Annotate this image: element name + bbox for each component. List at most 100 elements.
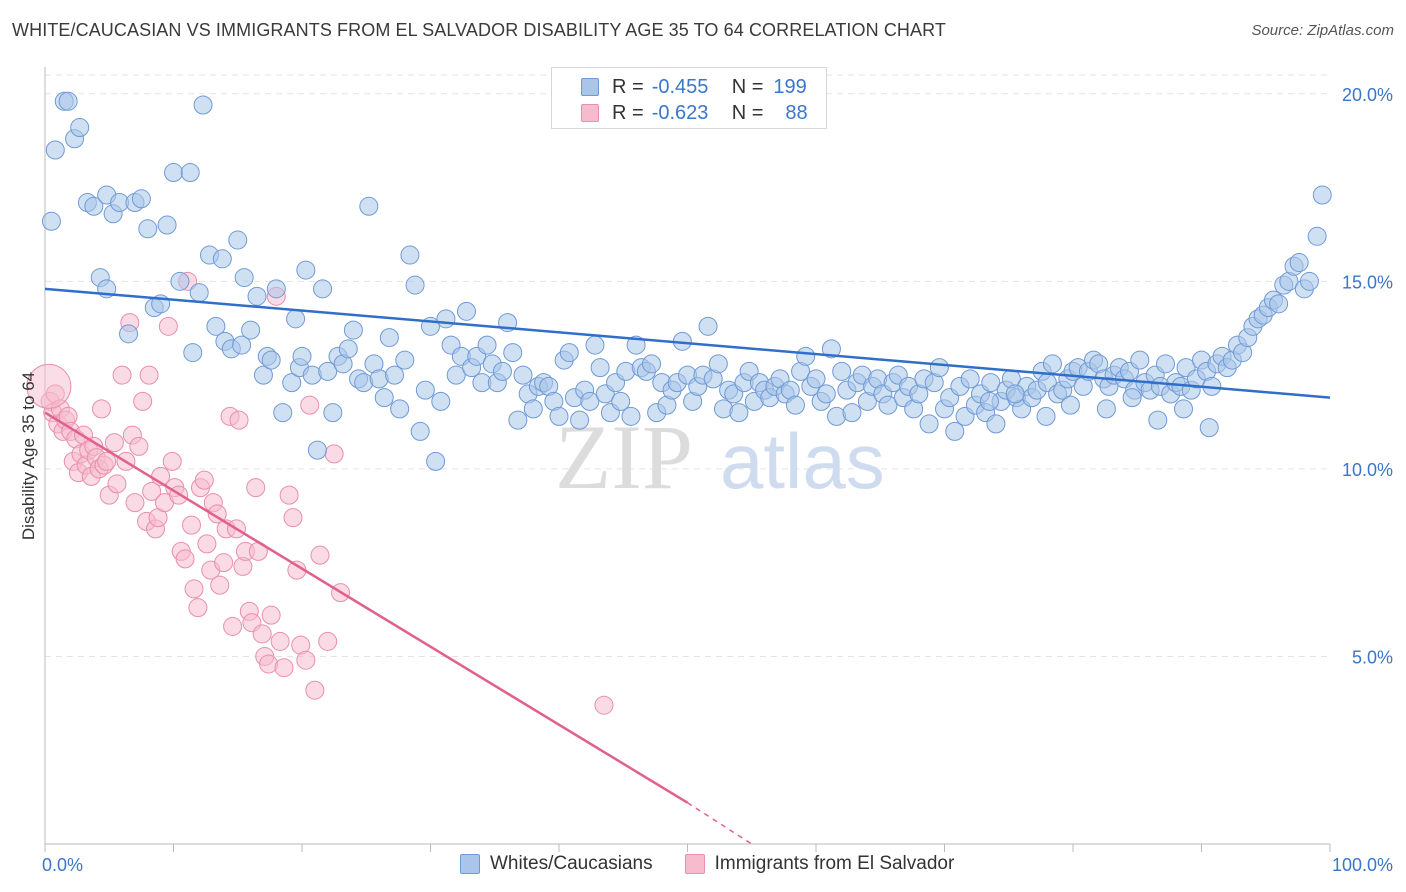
data-point-whites <box>228 230 248 250</box>
legend-swatch-pink <box>684 854 705 874</box>
data-point-el-salvador <box>194 470 214 490</box>
data-point-whites <box>456 301 476 321</box>
data-point-whites <box>286 309 306 329</box>
data-point-whites <box>234 268 254 288</box>
data-point-whites <box>590 358 610 378</box>
data-point-el-salvador <box>162 451 182 471</box>
data-point-el-salvador <box>318 631 338 651</box>
data-point-whites <box>313 279 333 299</box>
data-point-el-salvador <box>594 695 614 715</box>
data-point-whites <box>477 335 497 355</box>
data-point-whites <box>273 403 293 423</box>
data-point-whites <box>611 391 631 411</box>
y-axis-label: Disability Age 35 to 64 <box>19 372 38 540</box>
data-point-whites <box>1199 418 1219 438</box>
legend-label-whites: Whites/Caucasians <box>490 853 653 874</box>
data-point-whites <box>379 328 399 348</box>
data-point-whites <box>183 343 203 363</box>
y-tick-label: 15.0% <box>1342 272 1393 292</box>
data-point-whites <box>1096 399 1116 419</box>
data-point-whites <box>1042 354 1062 374</box>
data-point-whites <box>405 275 425 295</box>
data-point-whites <box>84 196 104 216</box>
x-tick-label: 100.0% <box>1332 855 1393 875</box>
data-point-el-salvador <box>125 493 145 513</box>
data-point-whites <box>415 380 435 400</box>
legend-r-value: -0.623 <box>651 101 709 124</box>
axes <box>44 67 1331 852</box>
data-point-whites <box>58 91 78 111</box>
data-point-el-salvador <box>274 658 294 678</box>
data-point-whites <box>1299 271 1319 291</box>
data-point-el-salvador <box>181 515 201 535</box>
data-point-el-salvador <box>261 605 281 625</box>
legend-swatch-blue <box>581 78 599 96</box>
trendline-el-salvador-extension <box>687 802 753 845</box>
data-point-whites <box>119 324 139 344</box>
legend-n-label: N = <box>731 75 764 98</box>
correlation-legend: R = -0.455 N = 199 R = -0.623 N = 88 <box>551 67 827 129</box>
data-point-el-salvador <box>139 365 159 385</box>
data-point-whites <box>708 354 728 374</box>
legend-n-value: 199 <box>773 75 807 98</box>
data-point-whites <box>374 388 394 408</box>
data-point-whites <box>261 350 281 370</box>
chart-title: WHITE/CAUCASIAN VS IMMIGRANTS FROM EL SA… <box>12 20 946 40</box>
legend-row-whites: R = -0.455 N = 199 <box>552 74 807 100</box>
data-point-whites <box>842 403 862 423</box>
data-point-el-salvador <box>296 650 316 670</box>
series-el-salvador-points <box>26 271 614 715</box>
legend-row-el-salvador: R = -0.623 N = 88 <box>552 100 808 126</box>
legend-swatch-blue <box>460 854 480 874</box>
data-point-el-salvador <box>246 478 266 498</box>
data-point-whites <box>981 373 1001 393</box>
trendline-el-salvador <box>44 411 689 804</box>
data-point-whites <box>436 309 456 329</box>
data-point-whites <box>45 140 65 160</box>
data-point-el-salvador <box>310 545 330 565</box>
data-point-el-salvador <box>92 399 112 419</box>
data-point-el-salvador <box>214 553 234 573</box>
data-point-whites <box>729 403 749 423</box>
data-point-el-salvador <box>26 363 72 409</box>
data-point-whites <box>1174 399 1194 419</box>
data-point-whites <box>189 283 209 303</box>
data-point-whites <box>821 339 841 359</box>
data-point-whites <box>241 320 261 340</box>
data-point-el-salvador <box>223 616 243 636</box>
legend-item-whites[interactable]: Whites/Caucasians <box>460 853 653 875</box>
data-point-whites <box>323 403 343 423</box>
legend-item-el-salvador[interactable]: Immigrants from El Salvador <box>684 853 954 875</box>
trendline-whites <box>44 287 1331 399</box>
data-point-whites <box>292 346 312 366</box>
data-point-whites <box>806 369 826 389</box>
data-point-el-salvador <box>283 508 303 528</box>
data-point-el-salvador <box>252 624 272 644</box>
data-point-el-salvador <box>97 451 117 471</box>
data-point-whites <box>816 384 836 404</box>
data-point-el-salvador <box>324 444 344 464</box>
data-point-whites <box>492 361 512 381</box>
data-point-whites <box>41 211 61 231</box>
data-point-whites <box>785 395 805 415</box>
data-point-whites <box>70 118 90 138</box>
data-point-el-salvador <box>142 481 162 501</box>
data-point-whites <box>170 271 190 291</box>
data-point-whites <box>193 95 213 115</box>
data-point-el-salvador <box>207 504 227 524</box>
data-point-el-salvador <box>184 579 204 599</box>
data-point-whites <box>508 410 528 430</box>
data-point-el-salvador <box>229 410 249 430</box>
data-point-whites <box>1269 294 1289 314</box>
data-point-el-salvador <box>188 598 208 618</box>
trend-lines <box>44 287 1331 845</box>
watermark-atlas: atlas <box>720 417 885 505</box>
legend-r-label: R = <box>612 101 644 124</box>
data-point-el-salvador <box>210 575 230 595</box>
data-point-whites <box>580 391 600 411</box>
data-point-whites <box>206 316 226 336</box>
data-point-whites <box>642 354 662 374</box>
data-point-whites <box>796 346 816 366</box>
tick-labels: 5.0% 10.0% 15.0% 20.0% 0.0% 100.0% <box>42 85 1393 875</box>
